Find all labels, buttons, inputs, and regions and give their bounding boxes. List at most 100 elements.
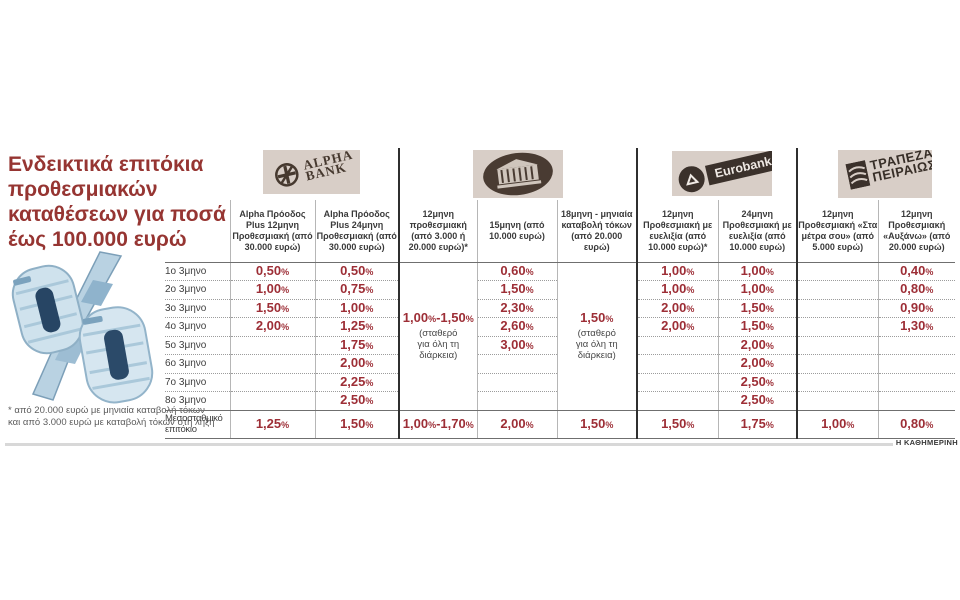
rate-cell (796, 317, 878, 337)
rate-value: 1,25% (340, 318, 374, 334)
rate-cell: 1,00% (717, 280, 797, 300)
row-label-cell: 5ο 3μηνο (165, 336, 230, 355)
rate-value: 1,00%-1,70% (402, 415, 474, 431)
rate-value: 2,50% (340, 392, 374, 408)
rate-cell: 1,00% (636, 262, 718, 281)
header-cell: 12μηνη Προθεσμιακή με ευελιξία (από 10.0… (636, 200, 718, 263)
table-row: 8ο 3μηνο 2,50% 2,50% (165, 391, 955, 411)
rate-cell: 1,30% (877, 317, 955, 337)
rate-cell (796, 280, 878, 300)
rate-value: 1,00% (340, 299, 374, 315)
merged-rate-cell: 1,00%-1,50% (σταθερό για όλη τη διάρκεια) (398, 262, 477, 411)
rate-cell (796, 354, 878, 374)
rate-cell (877, 354, 955, 374)
table-row: 1ο 3μηνο 0,50% 0,50% 1,00%-1,50% (σταθερό για… (165, 262, 955, 411)
table-row: 5ο 3μηνο 1,75% 3,00% 2,00% (165, 336, 955, 355)
rate-cell (877, 373, 955, 392)
rate-value: 1,00% (661, 281, 695, 297)
avg-row: Μεσοσταθμικό επιτόκιο 1,25% 1,50% 1,00%-1,7… (165, 410, 955, 439)
rate-cell: 0,90% (877, 299, 955, 318)
rate-cell: 2,00% (636, 299, 718, 318)
rate-cell: 1,50% (229, 299, 315, 318)
rate-value: 0,60% (500, 262, 534, 278)
group-separator-line (796, 148, 798, 201)
avg-cell: 1,00%-1,70% (398, 410, 477, 439)
table-row: 4ο 3μηνο 2,00% 1,25% 2,60% 2,00% 1,50% 1,30% (165, 317, 955, 337)
rate-value: 2,00% (740, 336, 774, 352)
table-row: 3ο 3μηνο 1,50% 1,00% 2,30% 2,00% 1,50% 0,90% (165, 299, 955, 318)
alpha-bank-emblem-icon (275, 163, 299, 187)
rate-value: 2,00% (661, 318, 695, 334)
rate-cell: 1,00% (717, 262, 797, 281)
rate-cell (229, 373, 315, 392)
rate-cell (796, 262, 878, 281)
rate-cell (796, 373, 878, 392)
rate-cell (636, 336, 718, 355)
title-line: προθεσμιακών (8, 178, 158, 201)
rate-value: 1,50% (740, 299, 774, 315)
row-label-cell: 7ο 3μηνο (165, 373, 230, 392)
rate-note: (σταθερό (419, 328, 458, 339)
rate-cell: 2,00% (717, 354, 797, 374)
rate-value: 0,40% (900, 262, 934, 278)
rate-cell: 0,75% (314, 280, 399, 300)
rate-value: 0,80% (900, 415, 934, 431)
rate-value: 1,75% (340, 336, 374, 352)
rate-cell: 1,50% (717, 299, 797, 318)
rate-cell: 1,75% (314, 336, 399, 355)
rate-cell: 2,25% (314, 373, 399, 392)
row-label-cell: 2ο 3μηνο (165, 280, 230, 300)
group-separator-line (636, 148, 638, 201)
rate-cell: 3,00% (476, 336, 557, 355)
rate-value: 1,00% (740, 281, 774, 297)
rate-cell: 2,00% (717, 336, 797, 355)
header-cell: 24μηνη Προθεσμιακή με ευελιξία (από 10.0… (717, 200, 797, 263)
rate-value: 0,90% (900, 299, 934, 315)
rate-cell (229, 336, 315, 355)
footnote: * από 20.000 ευρώ με μηνιαία καταβολή τό… (8, 405, 215, 428)
rate-value: 1,75% (740, 415, 774, 431)
eurobank-logo: Eurobank (672, 151, 772, 196)
avg-cell: 0,80% (877, 410, 955, 439)
rate-cell: 2,00% (314, 354, 399, 374)
rate-value: 2,00% (340, 355, 374, 371)
group-separator-line (398, 148, 400, 201)
table-row: 2ο 3μηνο 1,00% 0,75% 1,50% 1,00% 1,00% 0,80% (165, 280, 955, 300)
title-line: Ενδεικτικά επιτόκια (8, 153, 204, 176)
avg-cell: 2,00% (476, 410, 557, 439)
rate-value: 1,50% (661, 415, 695, 431)
header-row: Alpha Πρόοδος Plus 12μηνη Προθεσμιακή (α… (165, 200, 955, 263)
rate-note: για όλη τη (575, 339, 618, 350)
rate-note: διάρκεια) (577, 350, 616, 361)
national-bank-logo (473, 150, 563, 198)
rate-value: 0,50% (340, 262, 374, 278)
rate-cell (229, 354, 315, 374)
header-cell: 12μηνη Προθεσμιακή «Αυξάνω» (από 20.000 … (877, 200, 955, 263)
header-cell: Alpha Πρόοδος Plus 12μηνη Προθεσμιακή (α… (229, 200, 315, 263)
rate-value: 2,30% (500, 299, 534, 315)
rate-value: 1,25% (255, 415, 290, 431)
eurobank-wordmark: Eurobank (704, 151, 772, 186)
rate-value: 1,50% (255, 299, 290, 315)
rate-value: 2,50% (740, 373, 774, 389)
rate-cell: 2,60% (476, 317, 557, 337)
rate-value: 1,50% (580, 415, 614, 431)
rate-cell (636, 391, 718, 411)
header-cell: Alpha Πρόοδος Plus 24μηνη Προθεσμιακή (α… (314, 200, 399, 263)
rate-cell: 1,50% (476, 280, 557, 300)
rate-value: 2,50% (740, 392, 774, 408)
rate-cell (636, 354, 718, 374)
rate-cell: 1,00% (636, 280, 718, 300)
header-cell: 12μηνη προθεσμιακή (από 3.000 ή 20.000 ε… (398, 200, 477, 263)
rate-value: 2,60% (500, 318, 534, 334)
avg-cell: 1,50% (314, 410, 399, 439)
title-line: έως 100.000 ευρώ (8, 228, 187, 251)
rate-cell: 1,50% (717, 317, 797, 337)
national-bank-emblem-icon (483, 152, 553, 196)
rate-cell: 1,00% (314, 299, 399, 318)
alpha-bank-logo: ALPHA BANK (263, 150, 360, 194)
rate-value: 2,00% (661, 299, 695, 315)
rate-cell: 1,25% (314, 317, 399, 337)
bottom-rule (5, 443, 893, 446)
rate-value: 2,00% (740, 355, 774, 371)
